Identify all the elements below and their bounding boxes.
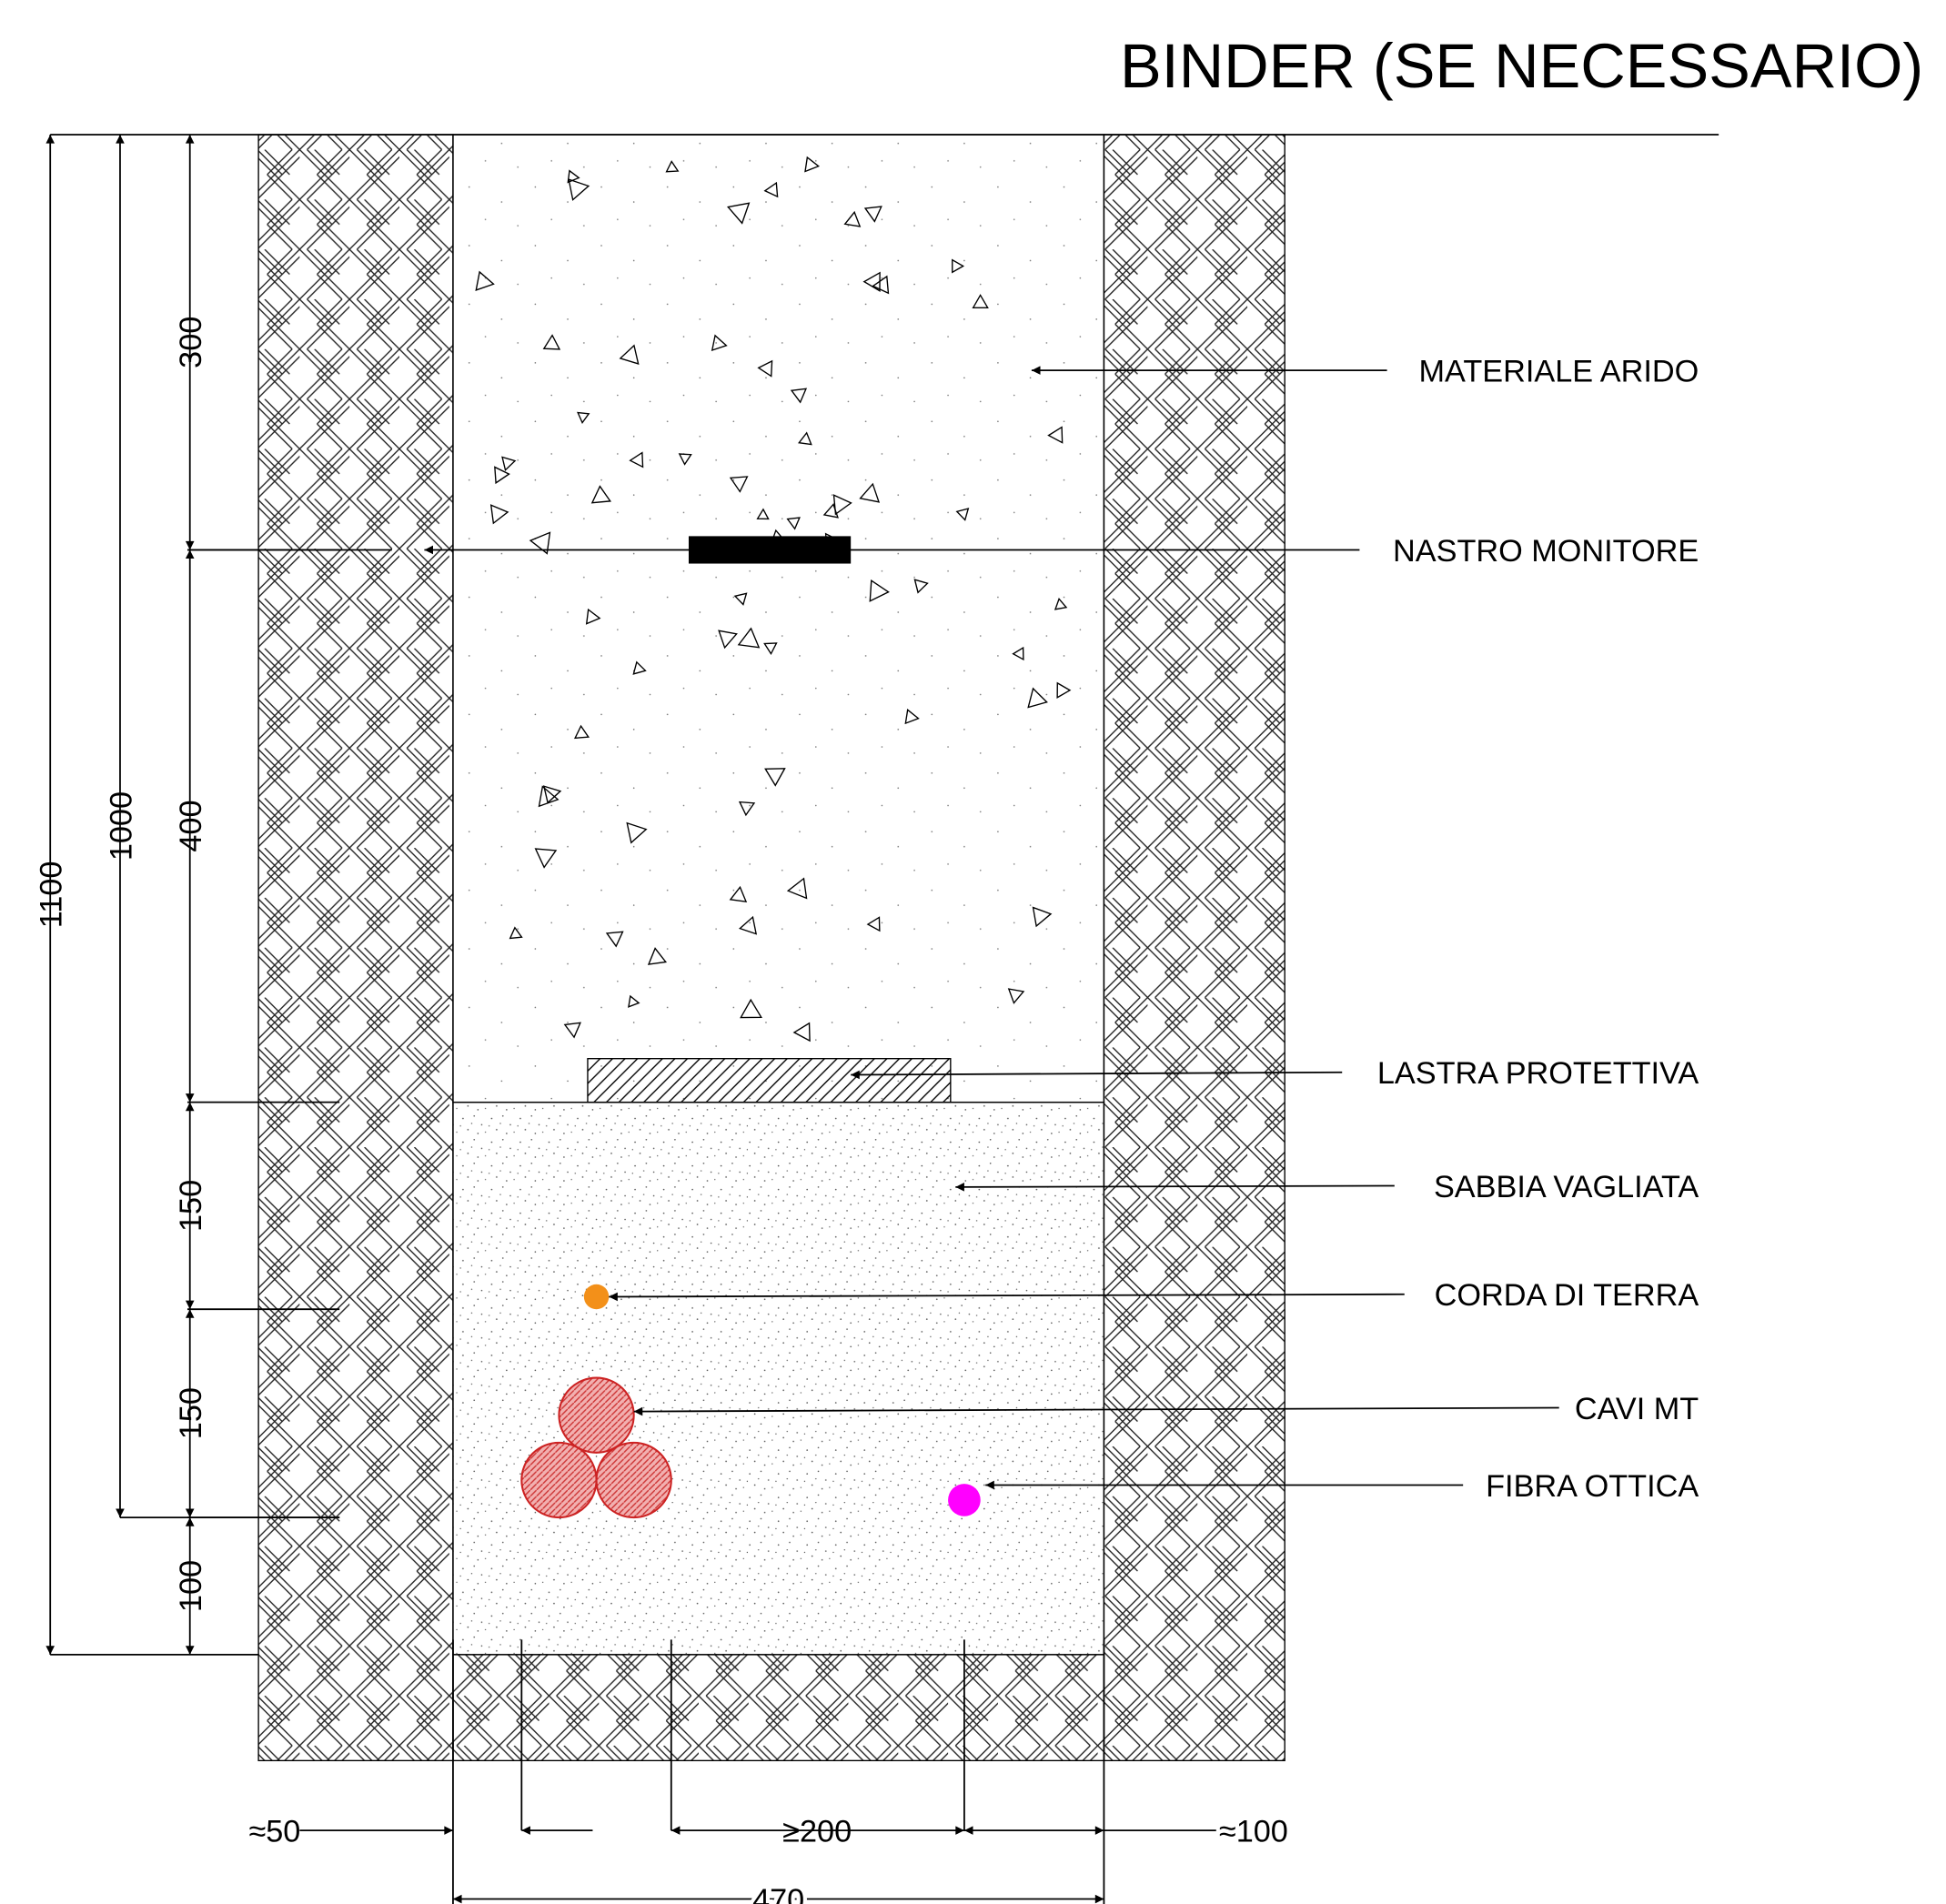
stone <box>534 848 558 869</box>
mv-cables <box>520 1376 672 1519</box>
stone <box>729 476 749 493</box>
stone <box>843 210 862 227</box>
stone <box>567 169 580 184</box>
stone <box>626 821 648 844</box>
aggregate <box>452 134 1105 1103</box>
dimension-label: 150 <box>174 1387 208 1439</box>
stone <box>632 660 647 675</box>
stone <box>489 504 509 525</box>
stone <box>678 453 692 466</box>
stone <box>494 466 510 485</box>
stone <box>619 344 640 365</box>
stone <box>665 160 680 173</box>
leader-line <box>955 1183 1395 1192</box>
stone <box>605 931 624 948</box>
stone <box>863 206 882 223</box>
stone <box>711 334 728 352</box>
earth-cable <box>583 1284 610 1310</box>
leader-line <box>851 1070 1343 1080</box>
stone <box>740 998 762 1019</box>
label: LASTRA PROTETTIVA <box>1377 1056 1699 1091</box>
label: FIBRA OTTICA <box>1486 1469 1699 1504</box>
stone <box>763 181 779 198</box>
stone <box>756 508 770 520</box>
dimension-label: 400 <box>174 800 208 851</box>
stone <box>509 926 523 940</box>
stone <box>568 178 590 201</box>
stone <box>952 258 965 274</box>
stone <box>786 517 801 530</box>
stone <box>1027 687 1048 709</box>
label: CAVI MT <box>1575 1392 1699 1426</box>
stone <box>577 411 590 425</box>
stone <box>798 431 812 446</box>
stone <box>542 785 562 804</box>
dimension-label: 1100 <box>35 861 69 929</box>
stone <box>738 915 758 935</box>
stone <box>738 801 756 817</box>
stone <box>718 630 738 650</box>
dimension-label: ≈100 <box>1219 1814 1288 1849</box>
stone <box>792 1022 811 1043</box>
stone <box>757 359 773 378</box>
stone <box>542 334 561 350</box>
label: MATERIALE ARIDO <box>1419 354 1699 388</box>
stone <box>804 156 821 173</box>
stone <box>1012 646 1024 661</box>
soil <box>257 134 1286 1762</box>
stone <box>904 709 920 725</box>
stone <box>790 388 808 404</box>
stone <box>1047 426 1064 444</box>
stone <box>1032 906 1053 928</box>
stone <box>869 579 890 602</box>
dimension-label: 470 <box>752 1883 804 1904</box>
dimension-label: ≥200 <box>782 1814 852 1849</box>
stone <box>590 485 612 504</box>
dimension-label: 1000 <box>104 791 138 861</box>
leader-line <box>633 1406 1559 1416</box>
dimension-label: 300 <box>174 317 208 368</box>
stone <box>913 579 929 594</box>
stone <box>737 627 761 649</box>
stone <box>763 642 778 656</box>
dimension-label: ≈50 <box>248 1814 300 1849</box>
label: NASTRO MONITORE <box>1393 534 1699 569</box>
stone <box>729 885 748 902</box>
stone <box>501 456 517 472</box>
label: CORDA DI TERRA <box>1435 1278 1699 1313</box>
stone <box>1054 597 1068 610</box>
protective-slab <box>587 1058 952 1103</box>
stone <box>866 916 881 932</box>
title: BINDER (SE NECESSARIO) <box>1120 31 1923 101</box>
annotations: MATERIALE ARIDO NASTRO MONITORE LASTRA PRO… <box>35 135 1699 1904</box>
stone <box>585 608 601 625</box>
stone <box>629 451 644 468</box>
label: SABBIA VAGLIATA <box>1434 1170 1699 1204</box>
stone <box>786 877 808 900</box>
stone <box>475 270 495 291</box>
stone <box>862 271 881 292</box>
sand <box>452 1101 1105 1656</box>
stone <box>647 947 668 965</box>
stone <box>1056 681 1072 699</box>
stone <box>573 724 590 740</box>
stone <box>628 994 640 1008</box>
stone <box>764 768 786 787</box>
optical-fibre <box>948 1484 981 1516</box>
stone <box>955 508 970 521</box>
stone <box>1007 988 1025 1004</box>
stone <box>727 202 751 225</box>
leader-line <box>609 1292 1405 1302</box>
dimension-label: 100 <box>174 1560 208 1612</box>
stone <box>859 482 881 503</box>
stone <box>733 592 748 606</box>
dimension-label: 150 <box>174 1180 208 1232</box>
stone <box>972 294 989 308</box>
stone <box>832 494 852 516</box>
stone <box>563 1022 581 1039</box>
stone <box>529 531 551 555</box>
